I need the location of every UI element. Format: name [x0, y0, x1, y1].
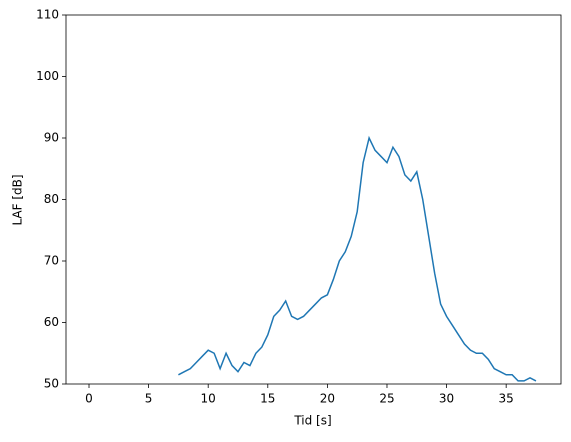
data-line [178, 135, 537, 382]
x-tick-label: 5 [145, 392, 153, 406]
plot-frame [65, 14, 562, 385]
y-tick-label: 90 [44, 131, 59, 145]
y-tick-label: 100 [36, 69, 59, 83]
x-tick-label: 15 [260, 392, 275, 406]
x-tick-label: 10 [201, 392, 216, 406]
x-tick-label: 35 [499, 392, 514, 406]
x-tick-label: 30 [439, 392, 454, 406]
y-tick-label: 110 [36, 8, 59, 22]
x-tick-label: 25 [379, 392, 394, 406]
y-tick-label: 50 [44, 377, 59, 391]
y-tick-label: 70 [44, 254, 59, 268]
x-tick-label: 20 [320, 392, 335, 406]
y-axis-label: LAF [dB] [11, 174, 25, 225]
y-tick-label: 60 [44, 315, 59, 329]
x-tick-label: 0 [85, 392, 93, 406]
y-tick-label: 80 [44, 192, 59, 206]
x-axis-label: Tid [s] [293, 414, 331, 428]
